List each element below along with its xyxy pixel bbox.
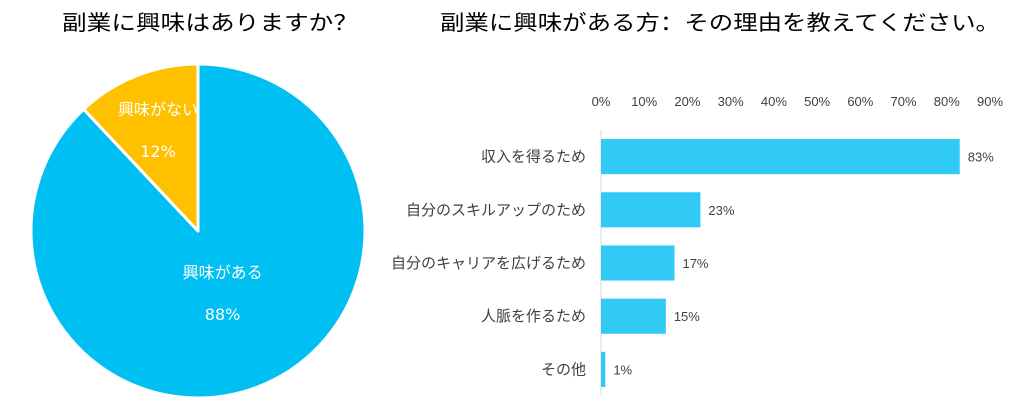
bar-4	[601, 351, 606, 387]
bar-value-label-3: 15%	[674, 309, 700, 324]
bar-value-label-4: 1%	[613, 362, 632, 377]
category-label-4: その他	[541, 360, 586, 378]
bar-3	[601, 298, 666, 334]
category-label-2: 自分のキャリアを広げるため	[391, 254, 586, 272]
x-tick-label: 40%	[761, 94, 787, 109]
pie-slice-value-1: 12%	[140, 142, 176, 161]
x-tick-label: 20%	[674, 94, 700, 109]
pie-chart-title: 副業に興味はありますか？	[62, 11, 358, 35]
pie-slice-1	[82, 62, 200, 233]
pie-chart: 興味がある 88% 興味がない 12%	[29, 62, 367, 400]
category-label-0: 収入を得るため	[481, 148, 586, 166]
category-label-1: 自分のスキルアップのため	[406, 201, 586, 219]
x-tick-label: 50%	[804, 94, 830, 109]
x-tick-label: 30%	[718, 94, 744, 109]
bar-1	[601, 192, 701, 228]
x-tick-label: 10%	[631, 94, 657, 109]
x-tick-label: 0%	[592, 94, 611, 109]
bar-chart: 0% 10% 20% 30% 40% 50% 60% 70% 80% 90% 収入を得るため 83% 自…	[391, 94, 1003, 396]
bar-2	[601, 245, 675, 281]
bar-value-label-2: 17%	[682, 256, 708, 271]
x-tick-label: 90%	[977, 94, 1003, 109]
pie-slice-value-0: 88%	[205, 305, 241, 324]
category-label-3: 人脈を作るため	[481, 307, 586, 325]
pie-slice-label-1: 興味がない	[118, 100, 198, 119]
bar-value-label-0: 83%	[968, 150, 994, 165]
bar-value-label-1: 23%	[708, 203, 734, 218]
bar-chart-title: 副業に興味がある方：その理由を教えてください。	[440, 11, 1000, 35]
x-tick-label: 70%	[891, 94, 917, 109]
x-tick-label: 60%	[847, 94, 873, 109]
pie-slice-label-0: 興味がある	[183, 263, 263, 282]
x-tick-label: 80%	[934, 94, 960, 109]
bar-0	[601, 139, 960, 175]
